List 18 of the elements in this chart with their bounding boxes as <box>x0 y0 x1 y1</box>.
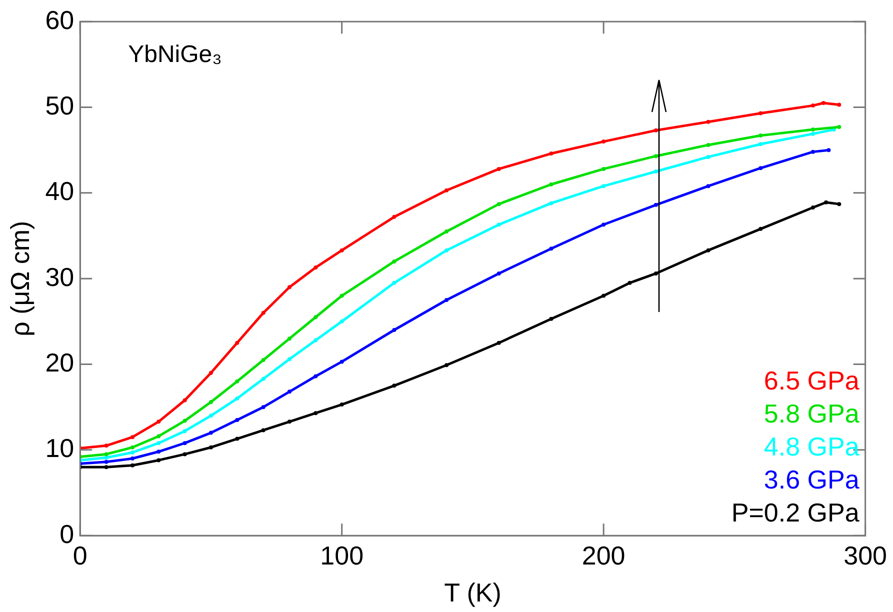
y-tick-label: 30 <box>45 262 74 292</box>
text: 3.6 GPa <box>764 464 860 495</box>
y-tick-label: 40 <box>45 176 74 206</box>
y-tick-label: 50 <box>45 90 74 120</box>
y-tick-label: 60 <box>45 4 74 35</box>
text: 6.5 GPa <box>764 366 860 396</box>
y-axis-title: ρ (μΩ cm) <box>4 220 35 336</box>
y-tick-label: 10 <box>45 433 74 464</box>
y-tick-label: 0 <box>60 518 74 549</box>
text: 4.8 GPa <box>764 432 860 462</box>
x-tick-label: 200 <box>582 540 626 570</box>
text: 5.8 GPa <box>764 398 860 429</box>
annotation: YbNiGe₃ <box>128 41 222 68</box>
text: P=0.2 GPa <box>731 498 860 528</box>
x-axis-title: T (K) <box>444 578 502 608</box>
y-tick-label: 20 <box>45 347 74 378</box>
x-tick-label: 300 <box>844 540 888 570</box>
x-tick-label: 100 <box>320 540 364 570</box>
